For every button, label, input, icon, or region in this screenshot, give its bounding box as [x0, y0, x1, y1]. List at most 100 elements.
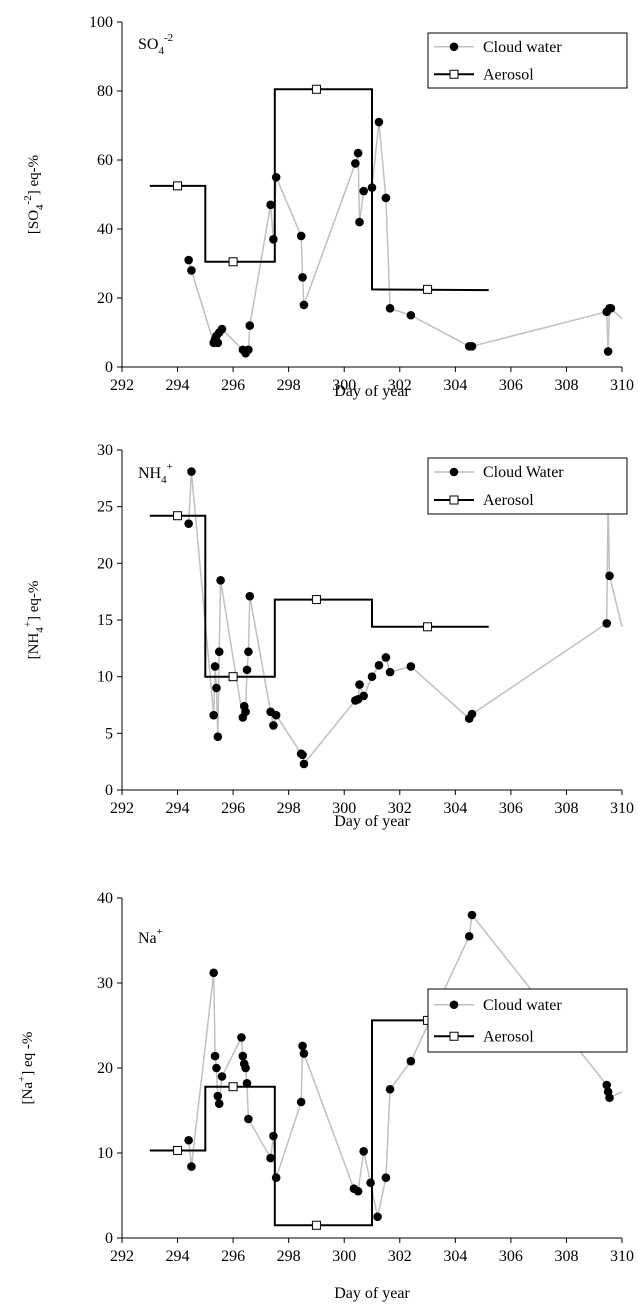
panel-label-main: SO — [138, 36, 158, 53]
x-tick-label: 298 — [277, 800, 301, 817]
x-tick-label: 300 — [332, 1248, 356, 1265]
y-tick-label: 25 — [97, 499, 113, 516]
cloud-water-point — [266, 200, 275, 210]
cloud-water-point — [269, 235, 278, 244]
cloud-water-point — [406, 310, 416, 320]
y-axis-label: [SO4-2] eq-% — [22, 155, 46, 234]
x-tick-label: 304 — [443, 377, 467, 394]
aerosol-point — [423, 284, 433, 294]
cloud-water-point — [216, 576, 225, 585]
cloud-water-point — [381, 653, 391, 662]
cloud-water-point — [266, 1153, 275, 1163]
cloud-water-point — [351, 159, 360, 168]
x-axis-label: Day of year — [334, 383, 410, 400]
cloud-water-point — [245, 321, 255, 330]
cloud-water-point — [244, 1114, 253, 1124]
cloud-water-point — [299, 759, 309, 769]
x-tick-label: 308 — [554, 377, 578, 394]
legend-aerosol-swatch-marker — [449, 69, 459, 79]
cloud-water-point — [212, 1063, 221, 1073]
cloud-water-point — [214, 1099, 224, 1108]
panel-label: NH4+ — [138, 461, 173, 486]
legend-cloud-swatch-marker — [449, 42, 459, 52]
y-tick-label: 80 — [97, 83, 113, 100]
x-tick-label: 302 — [388, 377, 412, 394]
x-tick-label: 294 — [166, 1248, 190, 1265]
cloud-water-point — [367, 672, 377, 681]
x-tick-label: 302 — [388, 800, 412, 817]
panel-label-sub: 4 — [161, 474, 167, 486]
cloud-water-point — [213, 338, 223, 348]
x-tick-label: 308 — [554, 800, 578, 817]
cloud-water-point — [359, 691, 368, 701]
cloud-water-point — [217, 324, 227, 334]
y-label-sub: 4 — [34, 627, 46, 633]
cloud-water-point — [385, 667, 395, 677]
panel-label: SO4-2 — [138, 32, 173, 57]
series-aerosol-line — [149, 514, 489, 678]
y-label-sup: + — [22, 621, 34, 627]
cloud-water-point — [210, 662, 220, 671]
x-tick-label: 296 — [221, 377, 245, 394]
cloud-water-point — [241, 707, 250, 717]
cloud-water-point — [298, 750, 307, 760]
cloud-water-point — [213, 732, 223, 742]
cloud-water-point — [298, 273, 307, 282]
cloud-water-point — [241, 1063, 250, 1073]
aerosol-point — [311, 595, 321, 605]
legend-aerosol-swatch-marker — [449, 1031, 459, 1041]
legend-label: Cloud water — [483, 39, 562, 56]
cloud-water-point — [271, 710, 281, 720]
cloud-water-point — [355, 217, 364, 227]
x-tick-label: 292 — [110, 377, 134, 394]
cloud-water-point — [271, 172, 281, 182]
y-tick-label: 100 — [89, 14, 113, 31]
cloud-water-point — [353, 148, 363, 158]
panel-label-sub: 4 — [158, 45, 164, 57]
cloud-water-point — [602, 1080, 612, 1090]
y-label-main: [SO — [26, 210, 42, 234]
y-tick-label: 60 — [97, 152, 113, 169]
y-tick-label: 10 — [97, 1145, 113, 1162]
legend-label: Aerosol — [483, 492, 534, 509]
aerosol-point — [228, 672, 238, 682]
y-tick-label: 40 — [97, 890, 113, 907]
series-cloud-water-line — [187, 471, 623, 766]
cloud-water-point — [244, 345, 253, 355]
aerosol-point — [228, 257, 238, 267]
cloud-water-point — [298, 1041, 307, 1051]
cloud-water-point — [184, 519, 193, 528]
cloud-water-point — [467, 342, 477, 351]
cloud-water-point — [355, 680, 364, 689]
y-label-post: ] eq-% — [26, 155, 42, 195]
cloud-water-point — [373, 1212, 382, 1222]
cloud-water-point — [406, 1056, 416, 1066]
cloud-water-point — [359, 186, 368, 196]
x-tick-label: 294 — [166, 377, 190, 394]
y-axis-label: [NH4+] eq-% — [22, 581, 46, 660]
x-tick-label: 310 — [610, 800, 634, 817]
cloud-water-point — [299, 300, 309, 310]
cloud-water-point — [209, 968, 218, 978]
cloud-water-point — [602, 619, 612, 628]
x-tick-label: 292 — [110, 1248, 134, 1265]
aerosol-point — [311, 1220, 321, 1230]
cloud-water-point — [605, 571, 614, 581]
series-cloud-water-line — [187, 913, 623, 1217]
x-axis-label: Day of year — [334, 813, 410, 830]
panel-label-sup: + — [167, 461, 173, 473]
panel-label-main: Na — [138, 930, 157, 947]
cloud-water-point — [237, 1033, 246, 1042]
cloud-water-point — [217, 1072, 227, 1081]
cloud-water-point — [213, 1091, 223, 1101]
legend-box — [427, 457, 628, 515]
x-tick-label: 310 — [610, 1248, 634, 1265]
cloud-water-point — [242, 665, 252, 675]
cloud-water-point — [299, 1049, 309, 1058]
cloud-water-point — [467, 709, 477, 719]
x-tick-label: 302 — [388, 1248, 412, 1265]
cloud-water-point — [366, 1178, 375, 1188]
cloud-water-point — [269, 1131, 278, 1141]
x-tick-label: 304 — [443, 1248, 467, 1265]
